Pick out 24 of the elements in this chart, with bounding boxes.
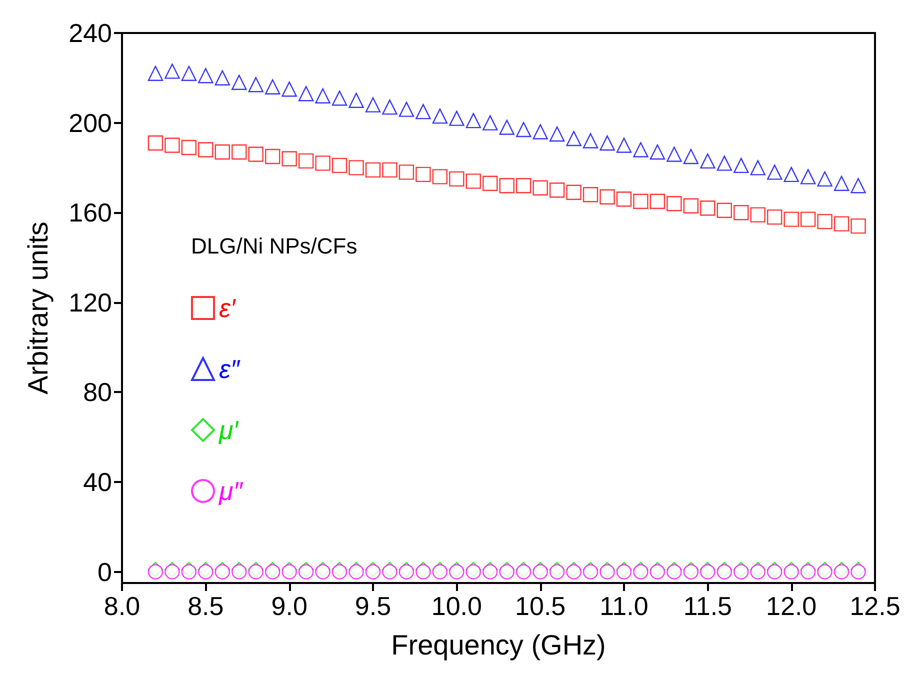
y-tick-label: 200 — [68, 108, 112, 138]
x-tick-label: 11.0 — [600, 591, 648, 621]
x-tick-label: 12.0 — [766, 591, 817, 621]
y-axis-title: Arbitrary units — [22, 222, 54, 394]
x-axis-title: Frequency (GHz) — [391, 630, 606, 660]
y-tick-label: 80 — [83, 377, 112, 408]
x-tick-label: 12.5 — [850, 591, 900, 621]
legend-label: ε′ — [219, 293, 236, 323]
x-tick-label: 8.0 — [104, 591, 140, 621]
y-tick-label: 160 — [68, 198, 112, 228]
x-tick-label: 10.0 — [431, 591, 482, 621]
y-tick-label: 240 — [68, 18, 112, 48]
y-tick-label: 0 — [98, 556, 112, 587]
legend-label: ε″ — [219, 354, 240, 384]
x-tick-label: 8.5 — [188, 591, 224, 621]
x-tick-label: 9.0 — [271, 591, 308, 621]
legend-label: μ″ — [218, 476, 244, 506]
legend-title: DLG/Ni NPs/CFs — [191, 234, 358, 258]
legend-label: μ′ — [218, 415, 240, 445]
y-tick-label: 40 — [83, 466, 112, 497]
x-tick-label: 11.5 — [683, 591, 732, 621]
x-tick-label: 9.5 — [354, 591, 392, 621]
x-tick-label: 10.5 — [515, 591, 566, 621]
y-tick-label: 120 — [68, 287, 112, 318]
